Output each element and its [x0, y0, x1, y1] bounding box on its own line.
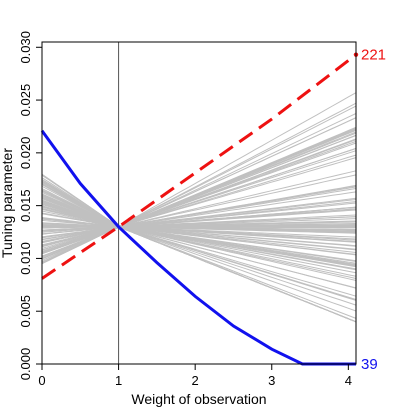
background-series-line: [41, 129, 357, 255]
x-tick-label: 4: [345, 373, 352, 388]
y-tick-label: 0.015: [18, 189, 33, 222]
y-tick-label: 0.030: [18, 31, 33, 64]
series-end-label-39: 39: [361, 356, 378, 373]
background-series-line: [41, 157, 357, 228]
series-line-39: [40, 129, 356, 366]
x-tick-label: 1: [115, 373, 122, 388]
y-axis-label: Tuning parameter: [0, 148, 15, 258]
background-series-line: [42, 226, 357, 319]
background-series-line: [41, 218, 357, 233]
x-tick-label: 3: [268, 373, 275, 388]
highlighted-series-group: 221 39: [40, 47, 386, 373]
y-tick-label: 0.005: [18, 295, 33, 328]
x-tick-label: 2: [192, 373, 199, 388]
background-series-group: [41, 92, 357, 323]
background-series-line: [41, 188, 357, 227]
x-axis: 0 1 2 3 4: [38, 364, 352, 388]
background-series-line: [41, 217, 357, 306]
series-line-221: [41, 53, 357, 280]
background-series-line: [41, 117, 357, 227]
background-series-line: [41, 214, 357, 240]
background-series-line: [41, 213, 356, 228]
background-series-line: [41, 226, 357, 323]
y-tick-label: 0.000: [18, 348, 33, 381]
x-axis-label: Weight of observation: [131, 391, 266, 407]
x-tick-label: 0: [38, 373, 45, 388]
series-end-label-221: 221: [361, 47, 386, 64]
background-series-line: [41, 102, 357, 227]
background-series-line: [41, 184, 357, 227]
background-series-line: [41, 226, 357, 268]
background-series-line: [41, 220, 357, 246]
background-series-line: [41, 200, 357, 228]
y-tick-label: 0.010: [18, 242, 33, 275]
y-tick-label: 0.020: [18, 137, 33, 170]
y-axis: 0.000 0.005 0.010 0.015 0.020 0.025 0.030: [18, 31, 42, 380]
background-series-line: [41, 127, 357, 244]
plot-frame: [41, 41, 357, 365]
background-series-line: [41, 219, 357, 281]
background-series-line: [41, 226, 357, 266]
background-series-line: [41, 139, 357, 227]
y-tick-label: 0.025: [18, 84, 33, 117]
